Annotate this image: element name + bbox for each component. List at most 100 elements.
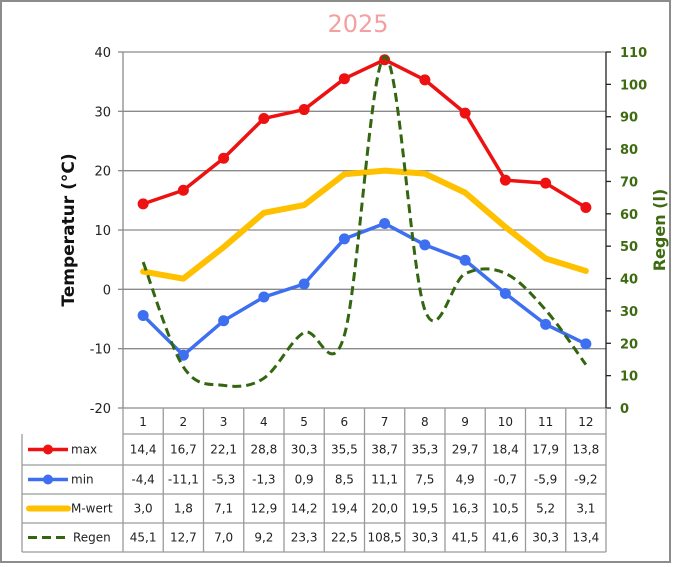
data-label-regen: 7,0 (214, 531, 233, 545)
x-tick-label: 5 (300, 415, 308, 429)
y2-tick-label: 0 (620, 402, 629, 417)
y-tick-label: -20 (90, 402, 111, 417)
data-label-max: 22,1 (210, 443, 237, 457)
data-point-max (258, 112, 270, 124)
data-label-m-wert: 10,5 (492, 502, 519, 516)
data-label-min: -0,7 (494, 473, 517, 487)
y2-axis-label: Regen (l) (650, 189, 669, 272)
series-line-min (141, 221, 587, 357)
data-point-min (580, 338, 592, 350)
data-point-min (499, 287, 511, 299)
data-label-max: 28,8 (251, 443, 278, 457)
data-label-min: 11,1 (371, 473, 398, 487)
y-tick-label: -10 (90, 343, 111, 358)
data-point-min (137, 309, 149, 321)
data-label-max: 18,4 (492, 443, 519, 457)
y2-tick-label: 70 (620, 175, 638, 190)
data-point-max (540, 177, 552, 189)
data-label-regen: 23,3 (291, 531, 318, 545)
x-tick-label: 1 (139, 415, 147, 429)
data-label-m-wert: 16,3 (452, 502, 479, 516)
y2-tick-label: 40 (620, 273, 638, 288)
y2-tick-label: 10 (620, 370, 638, 385)
y2-tick-label: 90 (620, 111, 638, 126)
data-label-min: -4,4 (131, 473, 154, 487)
data-label-m-wert: 7,1 (214, 502, 233, 516)
data-label-max: 38,7 (371, 443, 398, 457)
x-tick-label: 10 (498, 415, 513, 429)
data-point-max (499, 174, 511, 186)
series-layer (137, 54, 592, 388)
y-tick-label: 0 (103, 283, 111, 298)
y2-tick-label: 20 (620, 337, 638, 352)
y2-tick-label: 80 (620, 143, 638, 158)
data-label-m-wert: 1,8 (174, 502, 193, 516)
data-label-regen: 45,1 (130, 531, 157, 545)
x-tick-label: 7 (381, 415, 389, 429)
series-line-max (142, 57, 587, 209)
data-label-regen: 41,6 (492, 531, 519, 545)
y2-tick-label: 100 (620, 78, 647, 93)
y-tick-label: 10 (94, 224, 111, 239)
data-point-min (459, 254, 471, 266)
x-tick-label: 2 (180, 415, 188, 429)
series-line-regen (141, 55, 588, 388)
data-point-max (218, 152, 230, 164)
data-label-min: 4,9 (456, 473, 475, 487)
y-axis-ticks: 40 30 20 10 0 -10 -20 (90, 46, 111, 417)
data-label-max: 35,5 (331, 443, 358, 457)
data-label-m-wert: 19,4 (331, 502, 358, 516)
legend-label-max: max (71, 443, 97, 457)
y2-tick-label: 30 (620, 305, 638, 320)
legend-marker-max (43, 444, 53, 455)
x-tick-label: 12 (578, 415, 593, 429)
data-label-regen: 108,5 (367, 531, 401, 545)
data-point-min (298, 278, 310, 290)
data-label-min: -1,3 (252, 473, 275, 487)
x-tick-label: 9 (461, 415, 469, 429)
data-label-min: -5,9 (534, 473, 557, 487)
data-point-min (177, 349, 189, 361)
axes (118, 51, 611, 409)
legend-label-m-wert: M-wert (71, 502, 113, 516)
legend-marker-min (43, 474, 53, 485)
data-label-min: -5,3 (212, 473, 235, 487)
data-label-max: 16,7 (170, 443, 197, 457)
data-label-min: -9,2 (574, 473, 597, 487)
data-point-min (540, 318, 552, 330)
legend-label-regen: Regen (73, 531, 111, 545)
data-label-regen: 12,7 (170, 531, 197, 545)
data-point-max (419, 74, 431, 86)
data-point-max (298, 104, 310, 116)
data-label-max: 30,3 (291, 443, 318, 457)
data-point-max (338, 73, 350, 85)
x-tick-label: 6 (341, 415, 349, 429)
y2-tick-label: 50 (620, 240, 638, 255)
data-label-max: 17,9 (532, 443, 559, 457)
data-label-m-wert: 14,2 (291, 502, 318, 516)
legend-label-min: min (71, 473, 94, 487)
data-label-m-wert: 3,1 (576, 502, 595, 516)
data-point-max (177, 184, 189, 196)
data-label-regen: 41,5 (452, 531, 479, 545)
data-label-regen: 30,3 (412, 531, 439, 545)
data-point-min (379, 217, 391, 229)
data-point-min (419, 239, 431, 251)
data-label-m-wert: 20,0 (371, 502, 398, 516)
y-tick-label: 30 (94, 105, 111, 120)
y2-tick-label: 110 (620, 46, 647, 61)
data-label-min: 7,5 (415, 473, 434, 487)
data-point-min (338, 233, 350, 245)
data-label-regen: 22,5 (331, 531, 358, 545)
data-point-max (459, 107, 471, 119)
data-label-min: 0,9 (295, 473, 314, 487)
x-tick-label: 11 (538, 415, 553, 429)
data-label-m-wert: 5,2 (536, 502, 555, 516)
y2-tick-label: 60 (620, 208, 638, 223)
chart-title: 2025 (327, 10, 388, 38)
data-point-max (137, 198, 149, 210)
